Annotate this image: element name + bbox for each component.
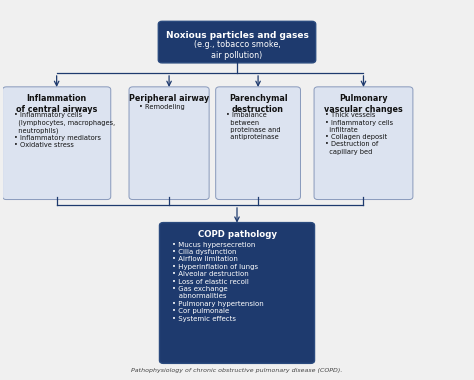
Text: • Remodeling: • Remodeling <box>138 104 184 110</box>
FancyBboxPatch shape <box>158 21 316 63</box>
Text: Pathophysiology of chronic obstructive pulmonary disease (COPD).: Pathophysiology of chronic obstructive p… <box>131 368 343 373</box>
Text: • Imbalance
  between
  proteinase and
  antiproteinase: • Imbalance between proteinase and antip… <box>226 112 280 140</box>
FancyBboxPatch shape <box>314 87 413 200</box>
FancyBboxPatch shape <box>216 87 301 200</box>
Text: Noxious particles and gases: Noxious particles and gases <box>165 31 309 40</box>
Text: Inflammation
of central airways: Inflammation of central airways <box>16 94 97 114</box>
FancyBboxPatch shape <box>159 223 315 363</box>
Text: • Mucus hypersecretion
• Cilia dysfunction
• Airflow limitation
• Hyperinflation: • Mucus hypersecretion • Cilia dysfuncti… <box>172 242 264 322</box>
Text: (e.g., tobacco smoke,
air pollution): (e.g., tobacco smoke, air pollution) <box>193 40 281 60</box>
Text: • Inflammatory cells
  (lymphocytes, macrophages,
  neutrophils)
• Inflammatory : • Inflammatory cells (lymphocytes, macro… <box>14 112 116 148</box>
FancyBboxPatch shape <box>2 87 111 200</box>
Text: Parenchymal
destruction: Parenchymal destruction <box>229 94 287 114</box>
Text: Peripheral airway: Peripheral airway <box>129 94 209 103</box>
Text: Pulmonary
vascular changes: Pulmonary vascular changes <box>324 94 403 114</box>
Text: • Thick vessels
• Inflammatory cells
  infiltrate
• Collagen deposit
• Destructi: • Thick vessels • Inflammatory cells inf… <box>325 112 393 155</box>
Text: COPD pathology: COPD pathology <box>198 230 276 239</box>
FancyBboxPatch shape <box>129 87 209 200</box>
